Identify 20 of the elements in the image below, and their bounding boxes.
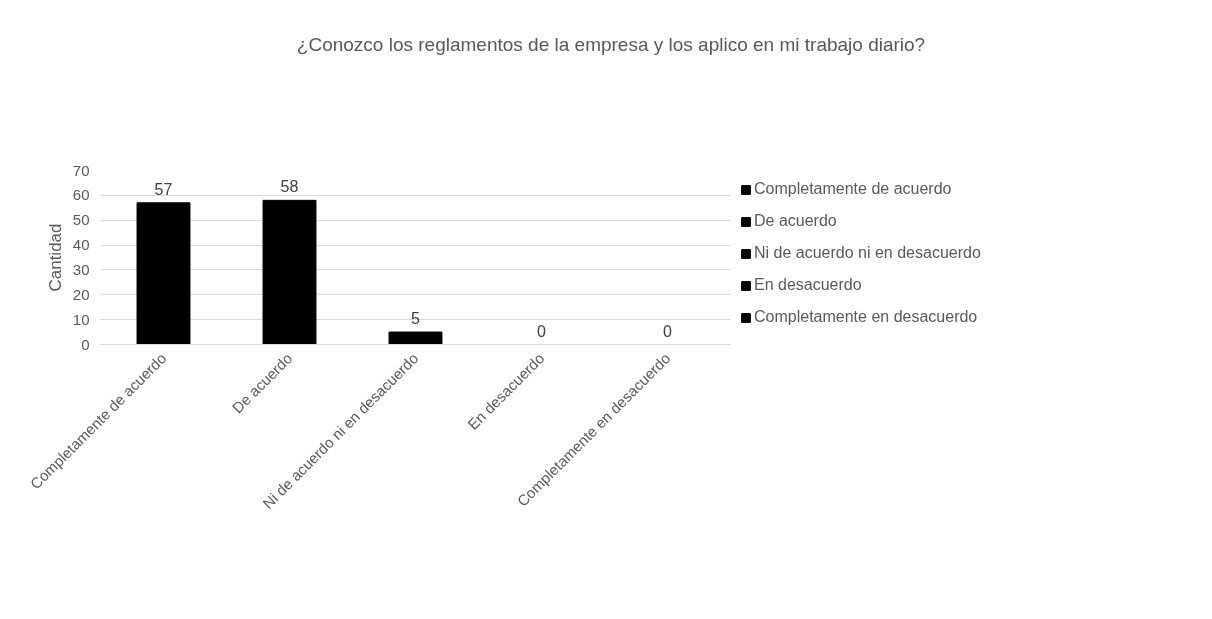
y-tick-label: 50 (72, 211, 90, 229)
chart-title: ¿Conozco los reglamentos de la empresa y los aplico en mi trabajo diario? (296, 33, 926, 57)
y-tick-label: 70 (72, 161, 90, 179)
data-label: 0 (663, 322, 673, 340)
data-label: 58 (280, 178, 299, 196)
legend-label: Completamente en desacuerdo (754, 308, 978, 326)
y-axis-title: Cantidad (45, 223, 65, 292)
legend-label: Ni de acuerdo ni en desacuerdo (754, 244, 981, 262)
y-tick-label: 60 (72, 186, 90, 204)
y-tick-label: 20 (72, 285, 90, 303)
data-label: 57 (154, 180, 173, 198)
y-tick-label: 30 (72, 260, 90, 278)
legend-label: En desacuerdo (754, 276, 862, 294)
data-label: 0 (537, 322, 547, 340)
legend-label: De acuerdo (754, 212, 837, 230)
y-tick-label: 10 (72, 310, 90, 328)
legend-label: Completamente de acuerdo (754, 180, 952, 198)
y-tick-label: 40 (72, 236, 90, 254)
data-label: 5 (411, 310, 421, 328)
y-tick-label: 0 (81, 335, 90, 353)
